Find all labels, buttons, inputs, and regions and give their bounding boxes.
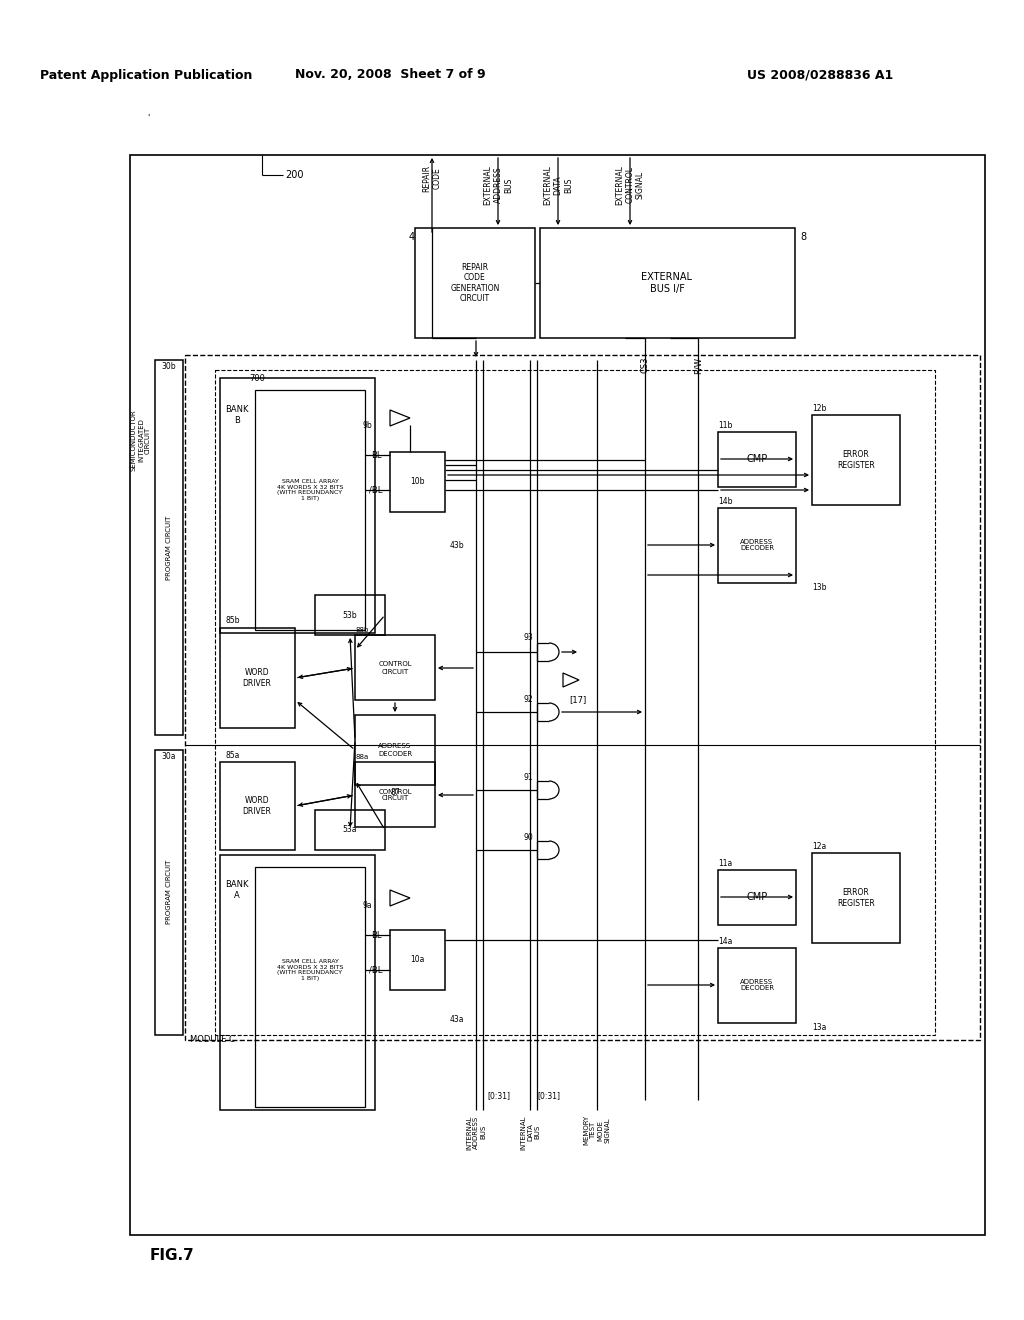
Bar xyxy=(315,595,385,635)
Bar xyxy=(215,370,935,1035)
Bar xyxy=(130,154,985,1236)
Text: 85b: 85b xyxy=(225,616,240,624)
Text: 11a: 11a xyxy=(718,859,732,869)
Bar xyxy=(718,432,796,487)
Bar xyxy=(155,360,183,735)
Bar xyxy=(390,451,445,512)
Bar xyxy=(540,228,795,338)
Text: INTERNAL
DATA
BUS: INTERNAL DATA BUS xyxy=(520,1115,540,1150)
Text: ': ' xyxy=(146,114,150,123)
Text: 10b: 10b xyxy=(410,478,424,487)
Text: /BL: /BL xyxy=(370,486,383,495)
Bar xyxy=(718,508,796,583)
Text: ADDRESS
DECODER: ADDRESS DECODER xyxy=(740,539,774,552)
Bar xyxy=(718,948,796,1023)
Bar xyxy=(718,870,796,925)
Text: 90: 90 xyxy=(523,833,534,842)
Text: EXTERNAL
DATA
BUS: EXTERNAL DATA BUS xyxy=(543,165,572,205)
Bar xyxy=(255,867,365,1107)
Text: 53a: 53a xyxy=(343,825,357,834)
Text: 30a: 30a xyxy=(161,752,175,762)
Bar xyxy=(355,762,435,828)
Text: 88b: 88b xyxy=(355,627,369,634)
Text: [17]: [17] xyxy=(569,696,587,705)
Text: SRAM CELL ARRAY
4K WORDS X 32 BITS
(WITH REDUNDANCY
1 BIT): SRAM CELL ARRAY 4K WORDS X 32 BITS (WITH… xyxy=(276,479,343,502)
Bar xyxy=(220,628,295,729)
Text: INTERNAL
ADDRESS
BUS: INTERNAL ADDRESS BUS xyxy=(466,1115,486,1150)
Bar xyxy=(155,750,183,1035)
Text: CMP: CMP xyxy=(746,454,768,465)
Text: MEMORY
TEST
MODE
SIGNAL: MEMORY TEST MODE SIGNAL xyxy=(584,1115,610,1146)
Text: BL: BL xyxy=(371,450,381,459)
Text: /BL: /BL xyxy=(370,965,383,974)
Text: US 2008/0288836 A1: US 2008/0288836 A1 xyxy=(746,69,893,82)
Text: SRAM CELL ARRAY
4K WORDS X 32 BITS
(WITH REDUNDANCY
1 BIT): SRAM CELL ARRAY 4K WORDS X 32 BITS (WITH… xyxy=(276,958,343,981)
Text: BANK
A: BANK A xyxy=(225,880,249,900)
Text: [0:31]: [0:31] xyxy=(487,1092,511,1101)
Text: 11b: 11b xyxy=(718,421,732,430)
Text: PROGRAM CIRCUIT: PROGRAM CIRCUIT xyxy=(166,859,172,924)
Text: CMP: CMP xyxy=(746,892,768,902)
Text: 12a: 12a xyxy=(812,842,826,851)
Text: 87: 87 xyxy=(390,788,399,797)
Bar xyxy=(185,355,980,1040)
Text: ADDRESS
DECODER: ADDRESS DECODER xyxy=(740,978,774,991)
Text: 88a: 88a xyxy=(355,754,369,760)
Bar xyxy=(220,855,375,1110)
Bar xyxy=(812,414,900,506)
Text: CS3: CS3 xyxy=(640,356,649,374)
Text: REPAIR
CODE
GENERATION
CIRCUIT: REPAIR CODE GENERATION CIRCUIT xyxy=(451,263,500,304)
Text: 13a: 13a xyxy=(812,1023,826,1032)
Bar xyxy=(220,378,375,634)
Text: EXTERNAL
CONTROL
SIGNAL: EXTERNAL CONTROL SIGNAL xyxy=(615,165,645,205)
Text: PROGRAM CIRCUIT: PROGRAM CIRCUIT xyxy=(166,516,172,581)
Text: Patent Application Publication: Patent Application Publication xyxy=(40,69,252,82)
Text: EXTERNAL
BUS I/F: EXTERNAL BUS I/F xyxy=(641,272,692,294)
Bar xyxy=(315,810,385,850)
Text: 4: 4 xyxy=(409,232,415,242)
Text: ERROR
REGISTER: ERROR REGISTER xyxy=(838,888,874,908)
Text: 30b: 30b xyxy=(161,362,176,371)
Text: REPAIR
CODE: REPAIR CODE xyxy=(422,165,441,193)
Text: WORD
DRIVER: WORD DRIVER xyxy=(243,668,271,688)
Text: 93: 93 xyxy=(523,634,534,643)
Text: 8: 8 xyxy=(800,232,806,242)
Text: 91: 91 xyxy=(523,774,534,783)
Text: SEMICONDUCTOR
INTEGRATED
CIRCUIT: SEMICONDUCTOR INTEGRATED CIRCUIT xyxy=(131,409,151,471)
Text: CONTROL
CIRCUIT: CONTROL CIRCUIT xyxy=(378,788,412,801)
Text: EXTERNAL
ADDRESS
BUS: EXTERNAL ADDRESS BUS xyxy=(483,165,513,205)
Text: 10a: 10a xyxy=(410,956,424,965)
Text: [0:31]: [0:31] xyxy=(538,1092,560,1101)
Text: 13b: 13b xyxy=(812,583,826,593)
Text: BL: BL xyxy=(371,931,381,940)
Text: ADDRESS
DECODER: ADDRESS DECODER xyxy=(378,743,412,756)
Text: 92: 92 xyxy=(523,696,534,705)
Text: ERROR
REGISTER: ERROR REGISTER xyxy=(838,450,874,470)
Text: 14a: 14a xyxy=(718,937,732,946)
Text: R/W: R/W xyxy=(693,356,702,374)
Text: 700: 700 xyxy=(249,374,265,383)
Text: WORD
DRIVER: WORD DRIVER xyxy=(243,796,271,816)
Text: 12b: 12b xyxy=(812,404,826,413)
Text: 43a: 43a xyxy=(450,1015,465,1024)
Text: FIG.7: FIG.7 xyxy=(150,1247,195,1262)
Bar xyxy=(812,853,900,942)
Text: 200: 200 xyxy=(285,170,303,180)
Bar xyxy=(390,931,445,990)
Text: CONTROL
CIRCUIT: CONTROL CIRCUIT xyxy=(378,661,412,675)
Text: 9a: 9a xyxy=(362,900,372,909)
Text: 53b: 53b xyxy=(343,610,357,619)
Text: 43b: 43b xyxy=(450,540,465,549)
Bar xyxy=(255,389,365,630)
Bar xyxy=(220,762,295,850)
Bar xyxy=(415,228,535,338)
Text: MODULE C: MODULE C xyxy=(190,1035,234,1044)
Bar xyxy=(355,635,435,700)
Text: Nov. 20, 2008  Sheet 7 of 9: Nov. 20, 2008 Sheet 7 of 9 xyxy=(295,69,485,82)
Text: 85a: 85a xyxy=(225,751,240,760)
Text: 9b: 9b xyxy=(362,421,372,429)
Bar xyxy=(355,715,435,785)
Text: 14b: 14b xyxy=(718,498,732,506)
Text: BANK
B: BANK B xyxy=(225,405,249,425)
